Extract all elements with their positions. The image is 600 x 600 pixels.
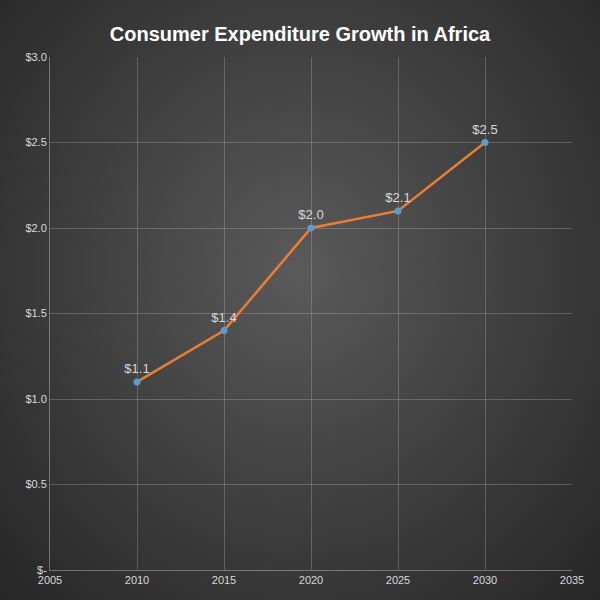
svg-text:$2.5: $2.5 bbox=[472, 122, 497, 137]
svg-text:$2.1: $2.1 bbox=[385, 190, 410, 205]
svg-text:2015: 2015 bbox=[212, 574, 236, 586]
svg-text:$-: $- bbox=[37, 564, 47, 576]
svg-text:$3.0: $3.0 bbox=[25, 51, 46, 63]
svg-text:2010: 2010 bbox=[125, 574, 149, 586]
svg-text:2005: 2005 bbox=[38, 574, 62, 586]
svg-text:$2.5: $2.5 bbox=[25, 136, 46, 148]
svg-text:$1.5: $1.5 bbox=[25, 307, 46, 319]
svg-text:$1.1: $1.1 bbox=[124, 361, 149, 376]
svg-text:Consumer Expenditure Growth in: Consumer Expenditure Growth in Africa bbox=[110, 23, 491, 45]
svg-text:$0.5: $0.5 bbox=[25, 478, 46, 490]
svg-text:$1.0: $1.0 bbox=[25, 393, 46, 405]
svg-text:$2.0: $2.0 bbox=[298, 207, 323, 222]
svg-text:$1.4: $1.4 bbox=[211, 310, 236, 325]
svg-text:$2.0: $2.0 bbox=[25, 222, 46, 234]
svg-text:2025: 2025 bbox=[386, 574, 410, 586]
svg-text:2030: 2030 bbox=[473, 574, 497, 586]
svg-text:2035: 2035 bbox=[560, 574, 584, 586]
svg-text:2020: 2020 bbox=[299, 574, 323, 586]
